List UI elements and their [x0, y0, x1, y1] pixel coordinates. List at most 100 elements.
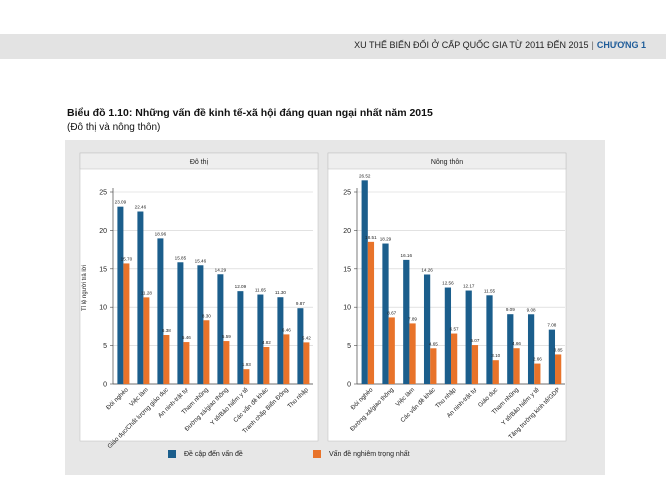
panel2-bar-series1 — [444, 287, 452, 384]
panel2-bar-series1 — [382, 243, 389, 384]
panel2-bar-series2 — [471, 345, 479, 384]
panel2-data-label-series2: 4.66 — [512, 341, 521, 346]
panel1-data-label-series2: 5.42 — [302, 335, 311, 340]
panel1-ylabel: Tỉ lệ người trả lời — [81, 265, 88, 311]
panel1-bar-series2 — [263, 346, 270, 384]
panel2-data-label-series1: 18.29 — [380, 237, 392, 242]
panel1-bar-series2 — [283, 334, 290, 384]
panel1-data-label-series2: 5.46 — [182, 335, 191, 340]
panel1-bar-series1 — [137, 211, 144, 384]
panel2-bar-series2 — [492, 360, 499, 384]
panel2-bar-series1 — [486, 295, 493, 384]
panel1-data-label-series1: 11.65 — [255, 288, 267, 293]
panel1-data-label-series2: 8.30 — [202, 313, 211, 318]
panel1-bar-series1 — [297, 308, 304, 384]
panel1-data-label-series1: 23.09 — [115, 200, 127, 205]
panel2-data-label-series2: 2.66 — [533, 357, 542, 362]
panel2-bar-series2 — [513, 348, 520, 384]
panel1-data-label-series1: 22.46 — [135, 205, 147, 210]
legend-item-series1: Đề cập đến vấn đề — [168, 450, 243, 458]
panel2-bar-series1 — [361, 180, 368, 384]
panel2-data-label-series1: 9.09 — [506, 307, 515, 312]
panel2-data-label-series2: 5.07 — [470, 338, 479, 343]
panel1-title-bar — [79, 152, 319, 170]
panel1-data-label-series2: 5.59 — [222, 334, 231, 339]
panel2-ytick-label: 10 — [343, 305, 351, 312]
panel1-ytick-label: 5 — [103, 343, 107, 350]
panel2-data-label-series1: 11.55 — [484, 288, 496, 293]
panel2-bar-series2 — [555, 354, 562, 384]
legend-label-series1: Đề cập đến vấn đề — [184, 450, 243, 458]
panel2-data-label-series2: 8.67 — [387, 310, 396, 315]
panel2-bar-series1 — [403, 259, 410, 384]
report-title: XU THẾ BIẾN ĐỔI Ở CẤP QUỐC GIA TỪ 2011 Đ… — [354, 40, 589, 50]
panel1-bar-series2 — [243, 369, 250, 384]
panel2-bar-series2 — [409, 323, 416, 384]
panel2-bar-series1 — [423, 274, 431, 384]
panel1-bar-series2 — [223, 341, 230, 384]
panel2-ytick-label: 15 — [343, 266, 351, 273]
panel1-data-label-series2: 11.28 — [141, 290, 153, 295]
panel1-data-label-series2: 4.82 — [262, 340, 271, 345]
panel2-ytick-label: 25 — [343, 190, 351, 197]
panel2-bar-series1 — [465, 290, 472, 384]
header-separator: | — [591, 40, 594, 50]
panel2-data-label-series2: 4.65 — [429, 341, 438, 346]
panel2-ytick-label: 5 — [347, 343, 351, 350]
chapter-label: CHƯƠNG 1 — [596, 40, 646, 50]
panel1-bar-series2 — [143, 297, 150, 384]
panel1-bar-series1 — [117, 206, 124, 384]
panel2-title: Nông thôn — [431, 159, 463, 166]
panel1-bar-series1 — [197, 265, 204, 384]
legend-item-series2: Vấn đề nghiêm trọng nhất — [313, 450, 410, 458]
legend-label-series2: Vấn đề nghiêm trọng nhất — [329, 450, 410, 458]
panel1-data-label-series2: 15.70 — [121, 256, 133, 261]
panel2-data-label-series2: 18.51 — [365, 235, 377, 240]
panel1-bar-series1 — [237, 291, 244, 384]
panel1-bar-series1 — [217, 274, 224, 384]
panel1-bar-series2 — [303, 342, 310, 384]
panel1-data-label-series2: 1.93 — [242, 362, 251, 367]
panel2-data-label-series1: 16.16 — [401, 253, 413, 258]
panel1-data-label-series1: 9.87 — [296, 301, 305, 306]
panel2-data-label-series2: 3.85 — [554, 347, 563, 352]
panel1-ytick-label: 0 — [103, 382, 107, 389]
panel1-bar-series2 — [183, 342, 190, 384]
panel2-data-label-series1: 9.08 — [527, 307, 536, 312]
panel2-data-label-series1: 26.52 — [359, 173, 371, 178]
panel2-data-label-series2: 7.89 — [408, 316, 417, 321]
panel2-bar-series2 — [388, 317, 395, 384]
figure-title: Biểu đồ 1.10: Những vấn đề kinh tế-xã hộ… — [67, 107, 433, 119]
panel1-ytick-label: 15 — [99, 266, 107, 273]
running-header: XU THẾ BIẾN ĐỔI Ở CẤP QUỐC GIA TỪ 2011 Đ… — [354, 40, 646, 50]
panel2-title-bar — [327, 152, 567, 170]
panel2-data-label-series2: 6.57 — [450, 327, 459, 332]
panel1-ytick-label: 25 — [99, 190, 107, 197]
panel2-bar-series2 — [534, 363, 541, 384]
panel2-ytick-label: 0 — [347, 382, 351, 389]
panel2-data-label-series1: 14.26 — [421, 267, 433, 272]
panel1-bar-series2 — [203, 320, 210, 384]
panel1-data-label-series2: 6.46 — [282, 327, 291, 332]
panel1-data-label-series1: 11.30 — [275, 290, 287, 295]
panel2-data-label-series1: 12.17 — [463, 284, 475, 289]
panel1-bar-series2 — [123, 263, 130, 384]
panel1-bar-series1 — [177, 262, 184, 384]
legend-swatch-series2 — [313, 450, 321, 458]
panel1-ytick-label: 10 — [99, 305, 107, 312]
panel1-data-label-series1: 14.29 — [215, 267, 227, 272]
panel2-bar-series1 — [527, 314, 535, 384]
panel1-data-label-series1: 12.09 — [235, 284, 247, 289]
panel2-bar-series1 — [507, 314, 514, 384]
panel1-bar-series2 — [163, 335, 170, 384]
figure-subtitle: (Đô thị và nông thôn) — [67, 122, 161, 133]
panel2-data-label-series1: 7.08 — [547, 323, 556, 328]
panel1-bar-series1 — [277, 297, 284, 384]
panel2-bar-series2 — [367, 241, 375, 384]
panel2-bar-series2 — [430, 348, 437, 384]
panel1-ytick-label: 20 — [99, 228, 107, 235]
panel2-bar-series1 — [548, 329, 556, 384]
panel2-ytick-label: 20 — [343, 228, 351, 235]
panel2-data-label-series2: 3.10 — [491, 353, 500, 358]
